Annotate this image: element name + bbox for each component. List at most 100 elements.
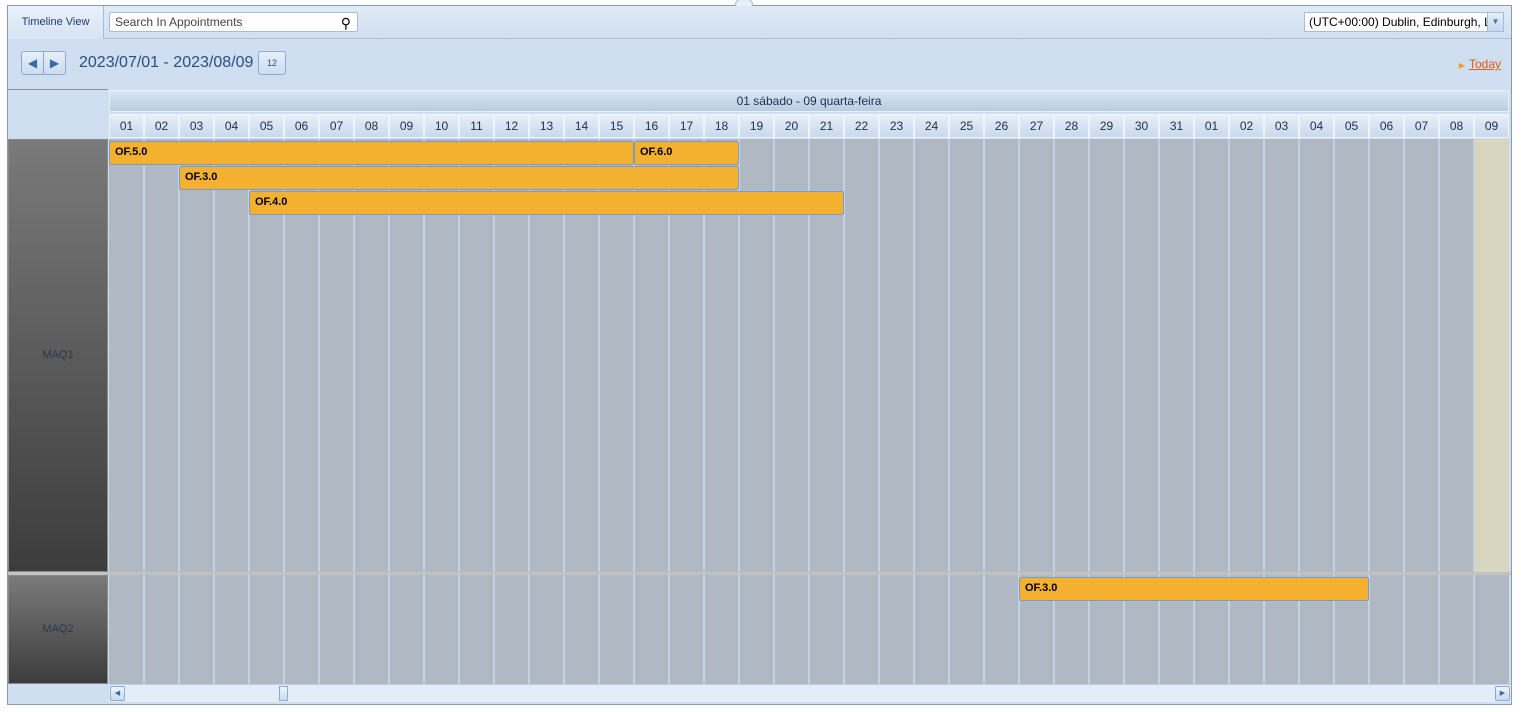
day-header[interactable]: 17	[669, 114, 704, 138]
day-gridline	[1298, 575, 1300, 684]
day-header[interactable]: 23	[879, 114, 914, 138]
day-gridline	[878, 575, 880, 684]
scrollbar-thumb[interactable]	[279, 686, 288, 701]
day-header[interactable]: 06	[1369, 114, 1404, 138]
chevron-down-icon[interactable]: ▼	[1487, 13, 1503, 31]
day-header[interactable]: 05	[1334, 114, 1369, 138]
day-header[interactable]: 14	[564, 114, 599, 138]
calendar-day: 12	[266, 58, 277, 68]
day-gridline	[913, 575, 915, 684]
day-gridline	[983, 575, 985, 684]
day-gridline	[528, 139, 530, 572]
day-header[interactable]: 05	[249, 114, 284, 138]
day-header[interactable]: 09	[389, 114, 424, 138]
day-gridline	[1193, 575, 1195, 684]
appointment[interactable]: OF.3.0	[179, 166, 739, 190]
day-gridline	[1123, 575, 1125, 684]
search-input[interactable]: Search In Appointments ⚲	[109, 12, 358, 32]
day-gridline	[703, 139, 705, 572]
day-gridline	[773, 139, 775, 572]
day-header[interactable]: 25	[949, 114, 984, 138]
day-header[interactable]: 24	[914, 114, 949, 138]
day-gridline	[493, 575, 495, 684]
day-header[interactable]: 07	[1404, 114, 1439, 138]
today-link[interactable]: ▶ Today	[1459, 57, 1501, 71]
appointment[interactable]: OF.3.0	[1019, 577, 1369, 601]
appointment[interactable]: OF.4.0	[249, 191, 844, 215]
day-gridline	[1403, 139, 1405, 572]
timezone-select[interactable]: (UTC+00:00) Dublin, Edinburgh, Li ▼	[1304, 12, 1504, 32]
day-header[interactable]: 16	[634, 114, 669, 138]
day-gridline	[1368, 575, 1370, 684]
day-header[interactable]: 01	[109, 114, 144, 138]
day-header[interactable]: 01	[1194, 114, 1229, 138]
day-header[interactable]: 08	[1439, 114, 1474, 138]
day-header[interactable]: 04	[214, 114, 249, 138]
resource-separator[interactable]	[8, 572, 1511, 575]
day-header[interactable]: 28	[1054, 114, 1089, 138]
day-header[interactable]: 27	[1019, 114, 1054, 138]
search-placeholder: Search In Appointments	[115, 15, 243, 29]
day-header[interactable]: 22	[844, 114, 879, 138]
horizontal-scrollbar[interactable]: ◀ ▶	[109, 684, 1511, 702]
today-column	[1474, 139, 1509, 572]
day-gridline	[808, 139, 810, 572]
scroll-right-button[interactable]: ▶	[1495, 686, 1510, 701]
resource-lane-maq1[interactable]: OF.5.0 OF.6.0 OF.3.0 OF.4.0	[109, 139, 1509, 572]
toolbar: Timeline View Search In Appointments ⚲ (U…	[8, 6, 1511, 39]
day-gridline	[878, 139, 880, 572]
day-gridline	[423, 575, 425, 684]
day-gridline	[983, 139, 985, 572]
day-header[interactable]: 02	[144, 114, 179, 138]
day-header[interactable]: 07	[319, 114, 354, 138]
calendar-icon[interactable]: 12	[258, 51, 286, 75]
day-gridline	[493, 139, 495, 572]
appointment[interactable]: OF.6.0	[634, 141, 739, 165]
day-gridline	[248, 575, 250, 684]
day-gridline	[353, 575, 355, 684]
day-gridline	[808, 575, 810, 684]
day-gridline	[1473, 139, 1475, 572]
day-gridline	[598, 139, 600, 572]
day-header[interactable]: 18	[704, 114, 739, 138]
day-gridline	[1298, 139, 1300, 572]
resource-lane-maq2[interactable]: OF.3.0	[109, 575, 1509, 684]
day-header[interactable]: 03	[1264, 114, 1299, 138]
day-header[interactable]: 20	[774, 114, 809, 138]
day-header[interactable]: 10	[424, 114, 459, 138]
day-gridline	[1158, 139, 1160, 572]
resource-header-maq2: MAQ2	[8, 575, 108, 684]
day-gridline	[1333, 575, 1335, 684]
day-header[interactable]: 09	[1474, 114, 1509, 138]
day-header[interactable]: 30	[1124, 114, 1159, 138]
day-header[interactable]: 02	[1229, 114, 1264, 138]
day-header[interactable]: 26	[984, 114, 1019, 138]
day-header[interactable]: 19	[739, 114, 774, 138]
day-header[interactable]: 21	[809, 114, 844, 138]
scrollbar-corner	[8, 684, 108, 702]
day-header[interactable]: 31	[1159, 114, 1194, 138]
day-header[interactable]: 13	[529, 114, 564, 138]
day-header[interactable]: 12	[494, 114, 529, 138]
appointment[interactable]: OF.5.0	[109, 141, 634, 165]
search-icon[interactable]: ⚲	[340, 15, 351, 31]
next-button[interactable]: ▶	[49, 56, 60, 70]
day-header[interactable]: 29	[1089, 114, 1124, 138]
day-header[interactable]: 06	[284, 114, 319, 138]
day-header[interactable]: 03	[179, 114, 214, 138]
day-gridline	[563, 575, 565, 684]
day-header[interactable]: 04	[1299, 114, 1334, 138]
scroll-left-button[interactable]: ◀	[110, 686, 125, 701]
day-gridline	[528, 575, 530, 684]
day-gridline	[1053, 575, 1055, 684]
day-gridline	[1228, 575, 1230, 684]
day-gridline	[353, 139, 355, 572]
day-header[interactable]: 15	[599, 114, 634, 138]
tab-timeline-view[interactable]: Timeline View	[8, 6, 104, 39]
day-header[interactable]: 08	[354, 114, 389, 138]
previous-button[interactable]: ◀	[22, 52, 44, 74]
day-header[interactable]: 11	[459, 114, 494, 138]
arrow-right-icon: ▶	[1458, 61, 1465, 70]
day-gridline	[213, 575, 215, 684]
day-gridline	[283, 575, 285, 684]
